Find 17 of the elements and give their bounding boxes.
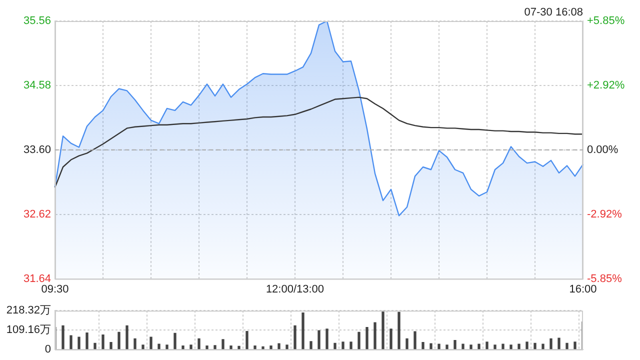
y2-tick-label: +2.92%: [587, 80, 625, 92]
y-tick-label: 218.32万: [6, 304, 51, 317]
y-tick-label: 33.60: [23, 144, 51, 156]
text: 07-30 16:08: [524, 6, 583, 19]
y2-tick-label: 0.00%: [587, 144, 618, 156]
x-tick-label: 12:00/13:00: [266, 283, 324, 296]
y2-tick-label: +5.85%: [587, 15, 625, 28]
y-tick-label: 34.58: [23, 79, 51, 92]
x-tick-label: 09:30: [41, 283, 69, 296]
y2-tick-label: -5.85%: [587, 272, 622, 285]
y2-tick-label: -2.92%: [587, 208, 622, 220]
y-tick-label: 0: [44, 343, 51, 356]
y-tick-label: 31.64: [23, 272, 51, 285]
x-tick-label: 16:00: [569, 283, 597, 296]
y-tick-label: 32.62: [23, 208, 51, 220]
y-tick-label: 109.16万: [6, 324, 51, 336]
y-tick-label: 35.56: [23, 15, 51, 28]
